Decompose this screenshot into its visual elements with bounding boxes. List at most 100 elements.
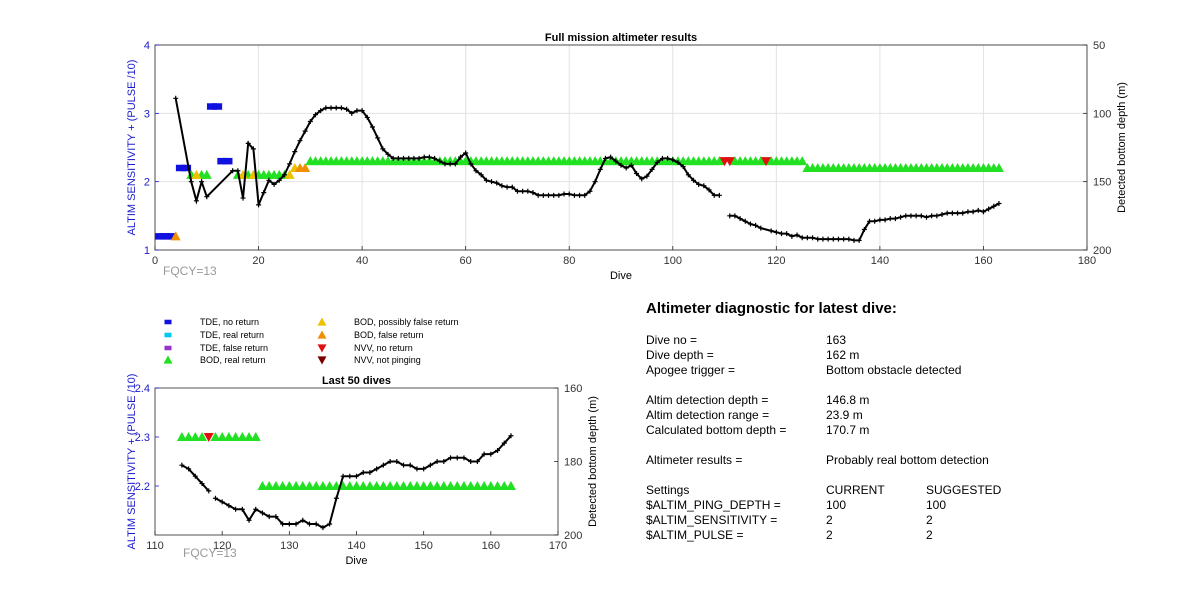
settings-row-pulse: $ALTIM_PULSE = 2 2 xyxy=(646,528,1166,543)
depth-point xyxy=(186,466,192,472)
depth-point xyxy=(556,192,562,198)
plot-area xyxy=(155,45,1087,250)
depth-point xyxy=(846,236,852,242)
x-tick-label: 20 xyxy=(252,255,264,267)
depth-point xyxy=(991,203,997,209)
y-right-tick-label: 150 xyxy=(1093,177,1111,189)
y-right-tick-label: 200 xyxy=(564,530,582,542)
series-detected-bottom-depth xyxy=(179,462,212,494)
depth-point xyxy=(463,150,469,156)
depth-point xyxy=(944,210,950,216)
y-left-tick-label: 4 xyxy=(144,40,150,52)
data-point xyxy=(223,432,234,441)
y-left-axis-label: ALTIM SENSITIVITY + (PULSE /10) xyxy=(126,374,138,550)
depth-point xyxy=(266,177,272,183)
x-tick-label: 140 xyxy=(871,255,889,267)
depth-point xyxy=(530,190,536,196)
data-point xyxy=(472,481,483,490)
depth-point xyxy=(851,237,857,243)
setting-name: $ALTIM_PING_DEPTH = xyxy=(646,498,781,512)
settings-label: Settings xyxy=(646,483,690,497)
legend-marker xyxy=(164,345,172,351)
x-tick-label: 120 xyxy=(213,540,231,552)
depth-point xyxy=(690,177,696,183)
depth-point xyxy=(328,105,334,111)
depth-point xyxy=(333,495,339,501)
diag-row-detection-range: Altim detection range = 23.9 m xyxy=(646,408,1166,423)
y-right-axis-label: Detected bottom depth (m) xyxy=(587,396,599,527)
setting-current: 2 xyxy=(826,513,833,527)
depth-point xyxy=(318,108,324,114)
data-point xyxy=(993,163,1004,172)
depth-point xyxy=(732,213,738,219)
depth-point xyxy=(841,236,847,242)
altimeter-diagnostic-panel: Altimeter diagnostic for latest dive: Di… xyxy=(646,300,1166,543)
depth-point xyxy=(634,170,640,176)
series-bod-false-return xyxy=(170,163,311,241)
diag-row-apogee-trigger: Apogee trigger = Bottom obstacle detecte… xyxy=(646,363,1166,378)
diag-row-detection-depth: Altim detection depth = 146.8 m xyxy=(646,393,1166,408)
data-point xyxy=(418,481,429,490)
chart-last-50-dives: 110 120 130 140 150 160 170 2.2 2.3 2.4 160 180 200 L… xyxy=(126,374,599,567)
y-left-axis-label: ALTIM SENSITIVITY + (PULSE /10) xyxy=(126,60,138,236)
depth-point xyxy=(499,183,505,189)
depth-point xyxy=(426,154,432,160)
legend-marker xyxy=(163,355,173,364)
depth-point xyxy=(887,216,893,222)
depth-point xyxy=(313,112,319,118)
diag-label: Altimeter results = xyxy=(646,453,743,467)
data-point xyxy=(797,156,808,166)
depth-point xyxy=(903,213,909,219)
y-right-axis-label: Detected bottom depth (m) xyxy=(1116,82,1128,213)
setting-suggested: 100 xyxy=(926,498,947,512)
depth-point xyxy=(300,517,306,523)
depth-point xyxy=(861,227,867,232)
depth-point xyxy=(835,236,841,242)
depth-point xyxy=(508,433,514,439)
depth-line xyxy=(729,202,1000,242)
legend-marker xyxy=(164,332,172,338)
setting-current: 2 xyxy=(826,528,833,542)
data-point xyxy=(230,432,241,441)
data-point xyxy=(160,233,171,240)
data-point xyxy=(300,163,311,172)
data-point xyxy=(264,481,275,490)
depth-point xyxy=(240,195,246,201)
depth-point xyxy=(980,209,986,215)
depth-point xyxy=(644,173,650,179)
data-point xyxy=(371,481,382,490)
data-point xyxy=(284,481,295,490)
depth-point xyxy=(293,521,299,527)
depth-point xyxy=(387,459,393,464)
data-point xyxy=(479,481,490,490)
depth-point xyxy=(401,155,407,161)
depth-point xyxy=(799,235,805,241)
x-axis-label: Dive xyxy=(610,270,632,282)
fqcy-annotation: FQCY=13 xyxy=(163,264,217,278)
data-point xyxy=(351,481,362,490)
depth-point xyxy=(474,459,480,464)
depth-point xyxy=(239,506,245,512)
depth-point xyxy=(320,525,326,531)
depth-point xyxy=(659,155,665,161)
data-point xyxy=(724,157,735,167)
depth-point xyxy=(380,146,386,152)
setting-name: $ALTIM_PULSE = xyxy=(646,528,744,542)
depth-point xyxy=(230,168,236,174)
depth-point xyxy=(934,213,940,219)
x-tick-label: 150 xyxy=(414,540,432,552)
data-point xyxy=(485,481,496,490)
depth-point xyxy=(250,146,256,152)
depth-point xyxy=(872,218,878,224)
depth-point xyxy=(830,236,836,242)
depth-point xyxy=(571,192,577,198)
depth-point xyxy=(367,470,373,476)
data-point xyxy=(425,481,436,490)
series-bod-real-return xyxy=(186,156,1004,179)
depth-point xyxy=(452,161,458,167)
diag-value: 162 m xyxy=(826,348,860,362)
depth-point xyxy=(276,177,282,183)
legend-label: BOD, real return xyxy=(200,355,266,365)
fqcy-annotation: FQCY=13 xyxy=(183,546,237,560)
y-right-tick-label: 180 xyxy=(564,457,582,469)
